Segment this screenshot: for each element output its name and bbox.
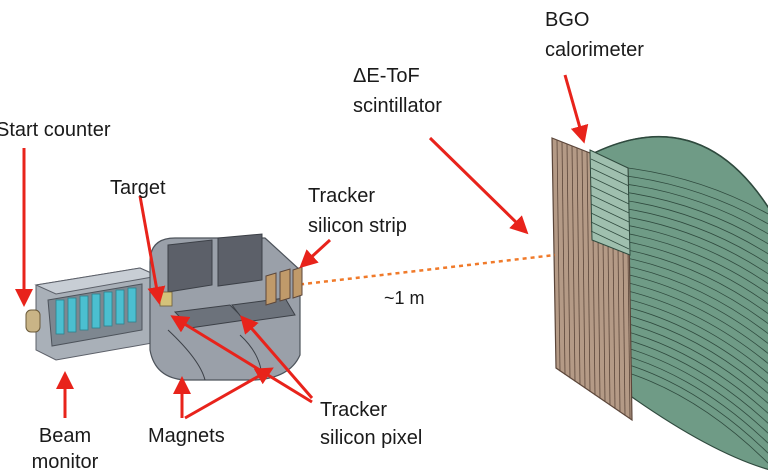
tracker-silicon-strip (265, 266, 303, 306)
label-magnets: Magnets (148, 425, 225, 447)
label-beam-monitor-line2: monitor (31, 451, 99, 473)
label-tracker-pixel-line1: Tracker (320, 399, 388, 421)
arrow-magnets-2 (184, 367, 274, 420)
beam-monitor (25, 267, 160, 361)
magnets (149, 233, 301, 381)
label-bgo-line1: BGO (545, 9, 590, 31)
label-tracker-strip-line2: silicon strip (308, 215, 407, 237)
label-target: Target (110, 177, 166, 199)
arrow-target (138, 195, 166, 305)
arrow-bgo (563, 74, 589, 144)
label-tof-line2: scintillator (353, 95, 442, 117)
label-tof-line1: ΔE-ToF (353, 65, 420, 87)
label-tracker-pixel-line2: silicon pixel (320, 427, 423, 449)
arrow-pixel-1 (170, 315, 313, 404)
label-start-counter: Start counter (0, 119, 111, 141)
arrow-pixel-2 (240, 315, 314, 399)
tof-scintillator (551, 137, 633, 422)
label-tracker-strip-line1: Tracker (308, 185, 376, 207)
label-distance: ~1 m (384, 288, 425, 308)
arrow-tracker-strip (299, 238, 332, 269)
annotation-arrows (15, 74, 589, 420)
label-bgo-line2: calorimeter (545, 39, 644, 61)
arrow-tof (428, 136, 529, 235)
label-beam-monitor-line1: Beam (38, 425, 92, 447)
